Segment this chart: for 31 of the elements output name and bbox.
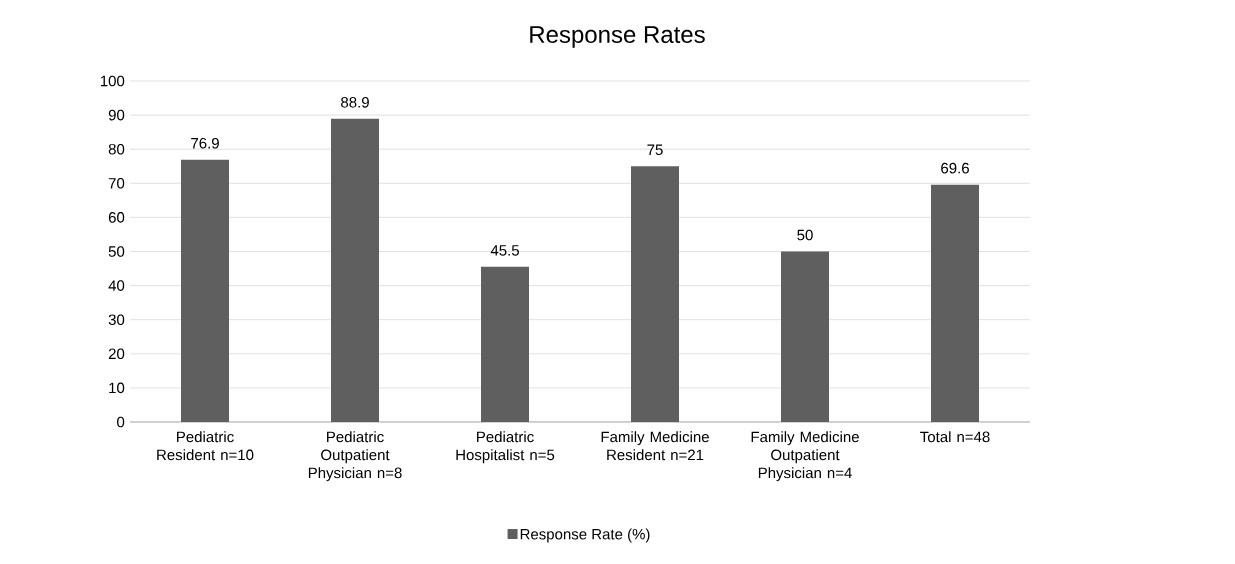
bar [931, 184, 980, 422]
y-tick-label: 10 [109, 382, 125, 394]
y-tick-label: 90 [108, 109, 125, 121]
x-tick-label: Pediatric Hospitalist n=5 [456, 431, 555, 464]
y-tick-label: 80 [108, 143, 125, 155]
x-tick-label: Family Medicine Resident n=21 [601, 431, 709, 461]
data-label: 50 [797, 229, 813, 241]
y-tick-label: 20 [108, 348, 125, 360]
y-tick-label: 30 [108, 314, 125, 325]
y-tick-label: 60 [108, 212, 125, 223]
bar [631, 166, 680, 422]
data-label: 45.5 [490, 245, 519, 256]
data-label: 88.9 [341, 97, 369, 108]
y-tick-label: 70 [108, 177, 125, 189]
bar [181, 159, 230, 422]
y-tick-label: 0 [117, 416, 125, 428]
bar [481, 266, 530, 422]
y-tick-label: 100 [100, 75, 125, 87]
legend-label: Response Rate (%) [520, 528, 650, 543]
y-tick-label: 50 [108, 246, 125, 257]
data-label: 76.9 [191, 137, 219, 149]
data-label: 75 [647, 144, 663, 156]
x-tick-label: Family Medicine Outpatient Physician n=4 [751, 431, 859, 482]
data-label: 69.6 [941, 162, 969, 174]
y-tick-label: 40 [108, 280, 125, 291]
chart-title: Response Rates [530, 26, 705, 48]
bar [781, 251, 830, 422]
bar [331, 118, 380, 422]
x-tick-label: Pediatric Outpatient Physician n=8 [308, 431, 402, 482]
x-tick-label: Total n=48 [920, 431, 990, 443]
x-tick-label: Pediatric Resident n=10 [157, 431, 254, 461]
